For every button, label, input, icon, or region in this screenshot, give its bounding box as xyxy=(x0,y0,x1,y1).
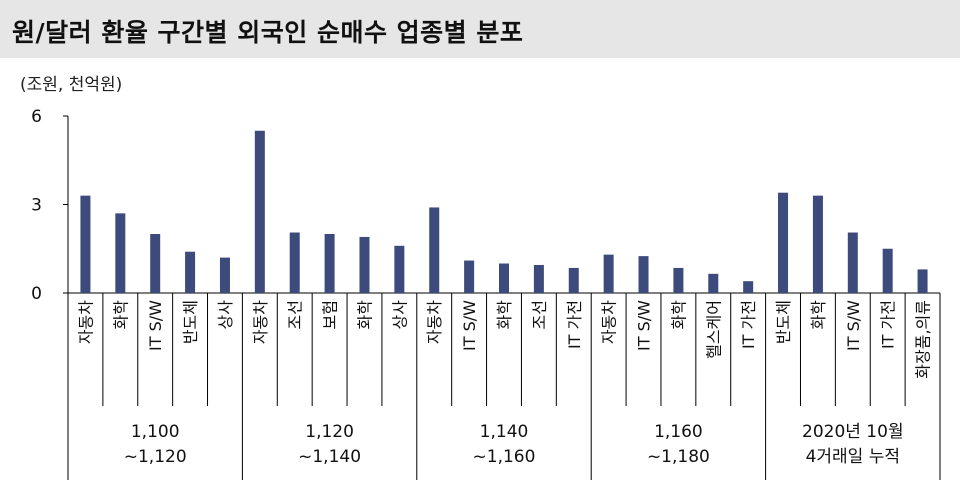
bar xyxy=(603,254,614,293)
group-label-line1: 1,120 xyxy=(305,422,354,442)
bar xyxy=(673,267,684,293)
page-title: 원/달러 환율 구간별 외국인 순매수 업종별 분포 xyxy=(12,18,524,47)
category-label: IT S/W xyxy=(635,300,654,351)
bar xyxy=(429,207,440,293)
bar xyxy=(464,260,475,293)
category-label: 반도체 xyxy=(774,300,793,344)
category-label: 상사 xyxy=(390,300,409,330)
category-label: 보험 xyxy=(321,300,340,329)
bar xyxy=(882,248,893,293)
bar xyxy=(917,269,928,293)
category-label: 화학 xyxy=(669,300,688,330)
bar xyxy=(743,281,754,293)
category-label: 자동차 xyxy=(425,300,444,344)
bar xyxy=(359,236,370,293)
category-label: 조선 xyxy=(530,300,549,329)
bar xyxy=(80,195,91,293)
bar xyxy=(150,234,161,293)
bar xyxy=(533,264,544,293)
group-label-line1: 2020년 10월 xyxy=(802,422,904,442)
y-tick-label: 3 xyxy=(31,196,42,216)
bar xyxy=(568,267,579,293)
category-label: 화장품,의류 xyxy=(914,300,933,379)
bar xyxy=(638,256,649,293)
group-label-line2: ~1,180 xyxy=(647,447,710,467)
bar xyxy=(708,273,719,293)
category-label: IT 가전 xyxy=(565,300,584,349)
category-label: IT 가전 xyxy=(879,300,898,349)
category-label: 상사 xyxy=(216,300,235,330)
bar xyxy=(115,213,126,293)
category-label: IT S/W xyxy=(844,300,863,351)
category-label: 조선 xyxy=(286,300,305,329)
unit-label: (조원, 천억원) xyxy=(20,75,123,95)
group-label-line1: 1,140 xyxy=(480,422,529,442)
bar xyxy=(254,130,265,293)
category-label: 헬스케어 xyxy=(704,300,723,359)
category-label: 화학 xyxy=(495,300,514,330)
group-label-line1: 1,160 xyxy=(654,422,703,442)
category-label: 자동차 xyxy=(600,300,619,344)
bar xyxy=(847,232,858,293)
group-label-line1: 1,100 xyxy=(131,422,180,442)
y-tick-label: 6 xyxy=(31,107,42,127)
category-label: IT S/W xyxy=(460,300,479,351)
bar xyxy=(324,234,335,293)
category-label: 자동차 xyxy=(251,300,270,344)
bar xyxy=(499,263,509,293)
group-label-line2: ~1,120 xyxy=(124,447,187,467)
category-label: 화학 xyxy=(809,300,828,330)
category-label: 화학 xyxy=(355,300,374,330)
bar xyxy=(394,245,405,293)
group-label-line2: 4거래일 누적 xyxy=(806,447,900,467)
category-label: IT 가전 xyxy=(739,300,758,349)
bar xyxy=(219,257,230,293)
bar xyxy=(185,251,196,293)
bar xyxy=(778,192,789,293)
category-label: 반도체 xyxy=(181,300,200,344)
bar xyxy=(289,232,300,293)
category-label: 자동차 xyxy=(76,300,95,344)
category-label: 화학 xyxy=(111,300,130,330)
group-label-line2: ~1,160 xyxy=(473,447,536,467)
bar xyxy=(812,195,823,293)
category-label: IT S/W xyxy=(146,300,165,351)
y-tick-label: 0 xyxy=(31,284,42,304)
group-label-line2: ~1,140 xyxy=(298,447,361,467)
title-bar: 원/달러 환율 구간별 외국인 순매수 업종별 분포 xyxy=(0,0,960,58)
